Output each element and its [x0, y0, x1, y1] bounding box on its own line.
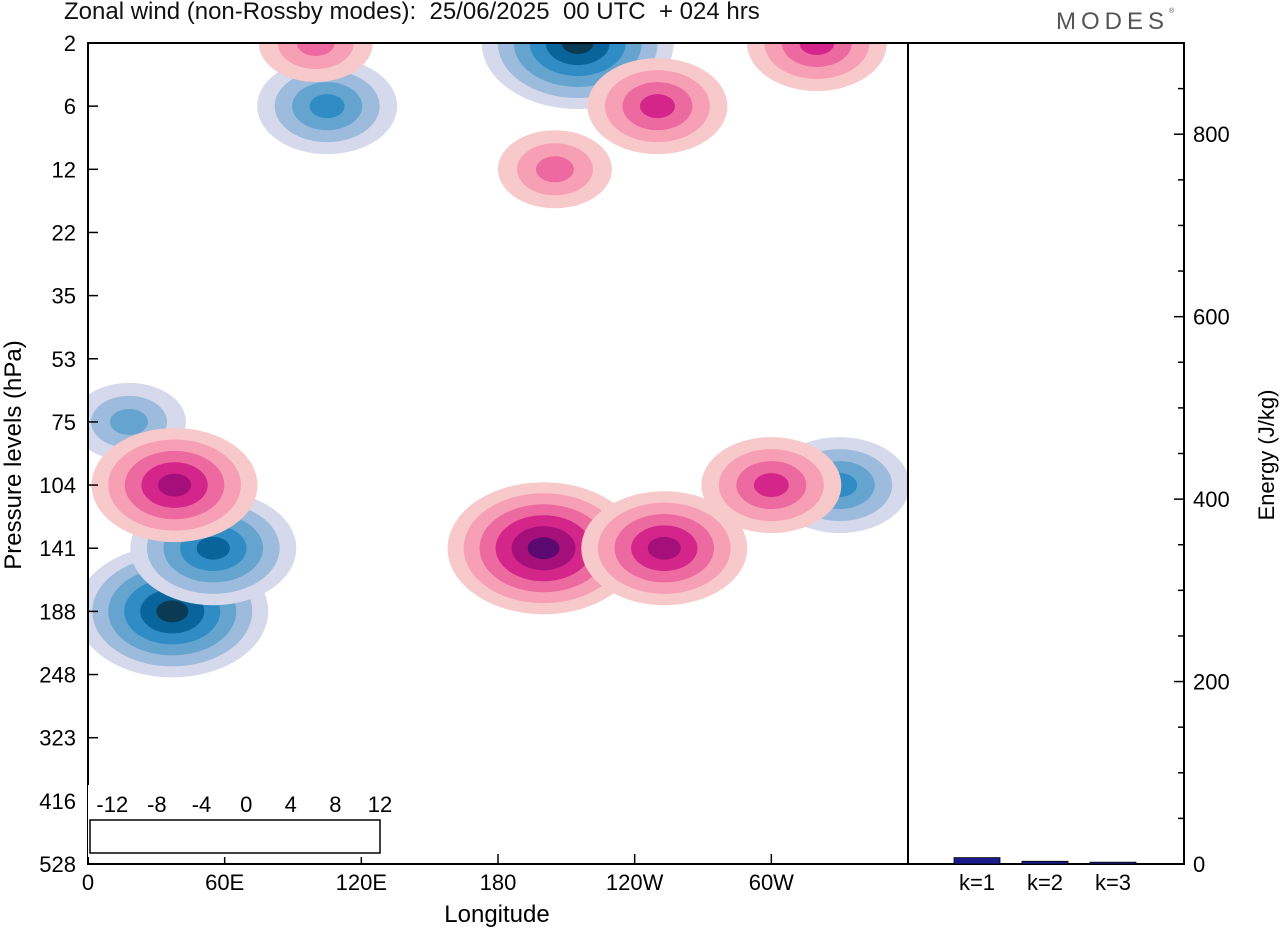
x-tick-label: 60W — [749, 870, 794, 895]
chart-title: Zonal wind (non-Rossby modes): 25/06/202… — [64, 0, 760, 25]
heatmap-contour — [561, 43, 594, 54]
heatmap-feature — [258, 43, 373, 82]
energy-frame — [907, 42, 1185, 865]
heatmap-contour — [527, 537, 560, 560]
y-tick-label: 12 — [52, 157, 76, 182]
heatmap-field — [88, 43, 908, 678]
energy-tick-label: 200 — [1193, 670, 1230, 695]
heatmap-feature — [447, 482, 640, 615]
energy-category-label: k=3 — [1095, 870, 1131, 895]
colorbar-tick-label: 12 — [368, 792, 392, 817]
x-tick-label: 60E — [205, 870, 244, 895]
y-tick-label: 53 — [52, 347, 76, 372]
heatmap-contour — [296, 43, 335, 56]
heatmap-contour — [799, 43, 835, 55]
heatmap-contour — [196, 536, 230, 560]
y-tick-label: 6 — [64, 94, 76, 119]
heatmap-contour — [309, 94, 345, 119]
y-tick-label: 2 — [64, 31, 76, 56]
y-tick-label: 323 — [39, 726, 76, 751]
heatmap-axes: 0 60E 120E 180 120W 60W 2 6 12 22 35 53 75 104 141 188 2… — [39, 31, 794, 895]
heatmap-contour — [647, 536, 681, 560]
y-tick-label: 188 — [39, 599, 76, 624]
energy-tick-label: 0 — [1193, 852, 1205, 877]
y-tick-label: 35 — [52, 284, 76, 309]
y-tick-label: 528 — [39, 852, 76, 877]
energy-tick-label: 600 — [1193, 305, 1230, 330]
y-tick-label: 416 — [39, 789, 76, 814]
colorbar-legend: -12 -8 -4 0 4 8 12 — [88, 785, 392, 857]
colorbar-tick-label: -12 — [96, 792, 128, 817]
brand-logo: MODES® — [1056, 8, 1174, 36]
x-tick-label: 120E — [336, 870, 387, 895]
colorbar-frame — [89, 819, 381, 854]
heatmap-contour — [157, 473, 192, 497]
heatmap-feature — [746, 43, 887, 91]
x-tick-label: 120W — [606, 870, 664, 895]
energy-bar-chart: 0 200 400 600 800 k=1 k=2 k=3 — [907, 42, 1230, 895]
heatmap-contour — [110, 408, 148, 435]
colorbar-background — [88, 785, 382, 857]
heatmap-feature — [701, 437, 842, 534]
energy-tick-label: 400 — [1193, 487, 1230, 512]
energy-bar — [953, 857, 1001, 865]
x-tick-label: 180 — [480, 870, 517, 895]
y-axis-label: Pressure levels (hPa) — [0, 340, 27, 569]
y-tick-label: 141 — [39, 536, 76, 561]
energy-axis-label: Energy (J/kg) — [1254, 390, 1279, 521]
heatmap-contour — [639, 94, 675, 119]
y-tick-label: 75 — [52, 410, 76, 435]
x-tick-label: 0 — [82, 870, 94, 895]
heatmap-feature — [257, 58, 398, 155]
heatmap-feature — [91, 428, 258, 543]
energy-category-label: k=1 — [959, 870, 995, 895]
brand-mark-icon: ® — [1169, 8, 1175, 15]
y-tick-label: 104 — [39, 473, 76, 498]
heatmap-feature — [497, 130, 612, 209]
y-tick-label: 22 — [52, 220, 76, 245]
colorbar-tick-label: 0 — [240, 792, 252, 817]
heatmap-contour — [156, 600, 189, 623]
heatmap-feature — [587, 58, 728, 155]
colorbar-tick-label: 8 — [329, 792, 341, 817]
brand-text: MODES — [1056, 8, 1170, 35]
x-axis-label: Longitude — [444, 901, 549, 928]
heatmap-feature — [581, 491, 748, 606]
y-tick-label: 248 — [39, 663, 76, 688]
energy-bar — [1021, 860, 1069, 865]
energy-category-label: k=2 — [1027, 870, 1063, 895]
colorbar-tick-label: -4 — [192, 792, 212, 817]
heatmap-contour — [535, 156, 574, 183]
energy-tick-label: 800 — [1193, 122, 1230, 147]
heatmap-contour — [753, 473, 789, 498]
colorbar-tick-label: -8 — [147, 792, 167, 817]
colorbar-tick-label: 4 — [285, 792, 297, 817]
energy-bar — [1089, 861, 1137, 865]
